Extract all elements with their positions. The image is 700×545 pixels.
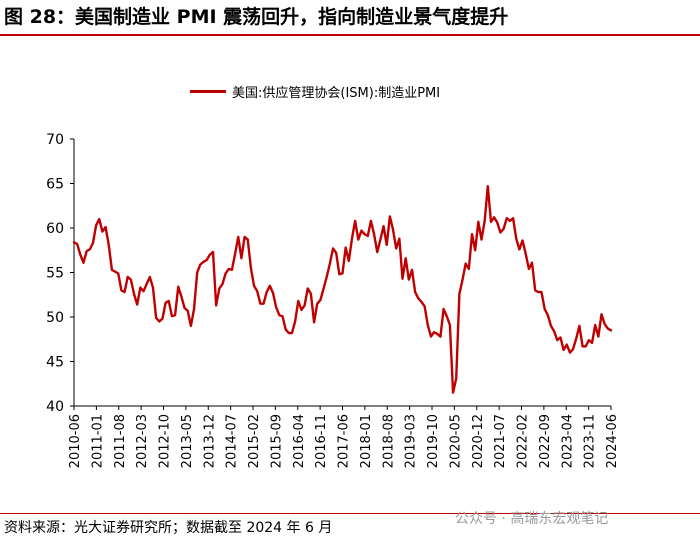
- x-tick-label: 2022-09: [538, 414, 553, 468]
- x-tick-label: 2013-05: [180, 414, 195, 468]
- source-note: 资料来源：光大证券研究所；数据截至 2024 年 6 月: [4, 520, 333, 536]
- x-tick-label: 2017-06: [337, 414, 352, 468]
- x-tick-label: 2020-12: [471, 414, 486, 468]
- x-tick-label: 2019-03: [404, 414, 419, 468]
- x-tick-label: 2016-11: [314, 414, 329, 468]
- y-tick-label: 50: [46, 310, 64, 326]
- x-tick-label: 2013-12: [202, 414, 217, 468]
- x-tick-label: 2018-01: [359, 414, 374, 468]
- x-tick-label: 2021-07: [493, 414, 508, 468]
- figure-title: 图 28：美国制造业 PMI 震荡回升，指向制造业景气度提升: [4, 6, 509, 28]
- x-tick-label: 2023-11: [583, 414, 598, 468]
- legend-label: 美国:供应管理协会(ISM):制造业PMI: [232, 86, 441, 101]
- chart-legend: 美国:供应管理协会(ISM):制造业PMI: [190, 82, 440, 101]
- x-tick-label: 2014-07: [225, 414, 240, 468]
- x-tick-label: 2024-06: [605, 414, 620, 468]
- y-tick-label: 55: [46, 266, 64, 282]
- x-tick-label: 2018-08: [381, 414, 396, 468]
- y-tick-label: 60: [46, 221, 64, 237]
- x-tick-label: 2016-04: [292, 414, 307, 468]
- x-tick-label: 2012-03: [135, 414, 150, 468]
- x-tick-label: 2023-04: [560, 414, 575, 468]
- x-tick-label: 2022-02: [516, 414, 531, 468]
- legend-swatch: [190, 90, 226, 93]
- x-tick-label: 2011-08: [113, 414, 128, 468]
- x-tick-label: 2019-10: [426, 414, 441, 468]
- y-tick-label: 65: [46, 177, 64, 193]
- series-line-ism-pmi: [72, 184, 613, 394]
- x-tick-label: 2012-10: [158, 414, 173, 468]
- watermark-text: 公众号 · 高瑞东宏观笔记: [455, 511, 609, 527]
- y-tick-label: 40: [46, 399, 64, 415]
- title-divider: [0, 34, 700, 36]
- x-tick-label: 2015-02: [247, 414, 262, 468]
- y-tick-label: 70: [46, 132, 64, 148]
- footer-divider: [0, 513, 700, 514]
- x-tick-label: 2020-05: [448, 414, 463, 468]
- y-tick-label: 45: [46, 355, 64, 371]
- x-tick-label: 2010-06: [68, 414, 83, 468]
- x-tick-label: 2015-09: [269, 414, 284, 468]
- x-tick-label: 2011-01: [90, 414, 105, 468]
